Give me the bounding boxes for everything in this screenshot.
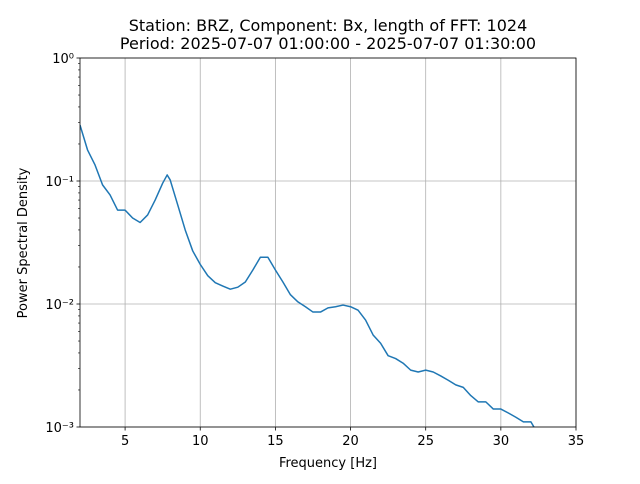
x-tick-label: 20	[342, 434, 359, 449]
x-tick-label: 25	[417, 434, 434, 449]
line-series	[80, 124, 535, 427]
y-tick-label: 10⁻³	[45, 421, 74, 436]
plot-frame	[79, 57, 577, 428]
x-axis-label: Frequency [Hz]	[279, 456, 377, 471]
y-tick-label: 10⁻²	[45, 298, 74, 313]
chart-title: Station: BRZ, Component: Bx, length of F…	[129, 16, 528, 35]
y-tick-label: 10⁻¹	[45, 175, 74, 190]
x-tick-label: 30	[493, 434, 510, 449]
x-tick-label: 10	[192, 434, 209, 449]
y-axis-label: Power Spectral Density	[16, 167, 31, 318]
y-tick-label: 10⁰	[52, 52, 74, 67]
x-tick-label: 35	[568, 434, 585, 449]
x-tick-label: 5	[121, 434, 129, 449]
chart-subtitle: Period: 2025-07-07 01:00:00 - 2025-07-07…	[120, 34, 536, 53]
x-tick-label: 15	[267, 434, 284, 449]
